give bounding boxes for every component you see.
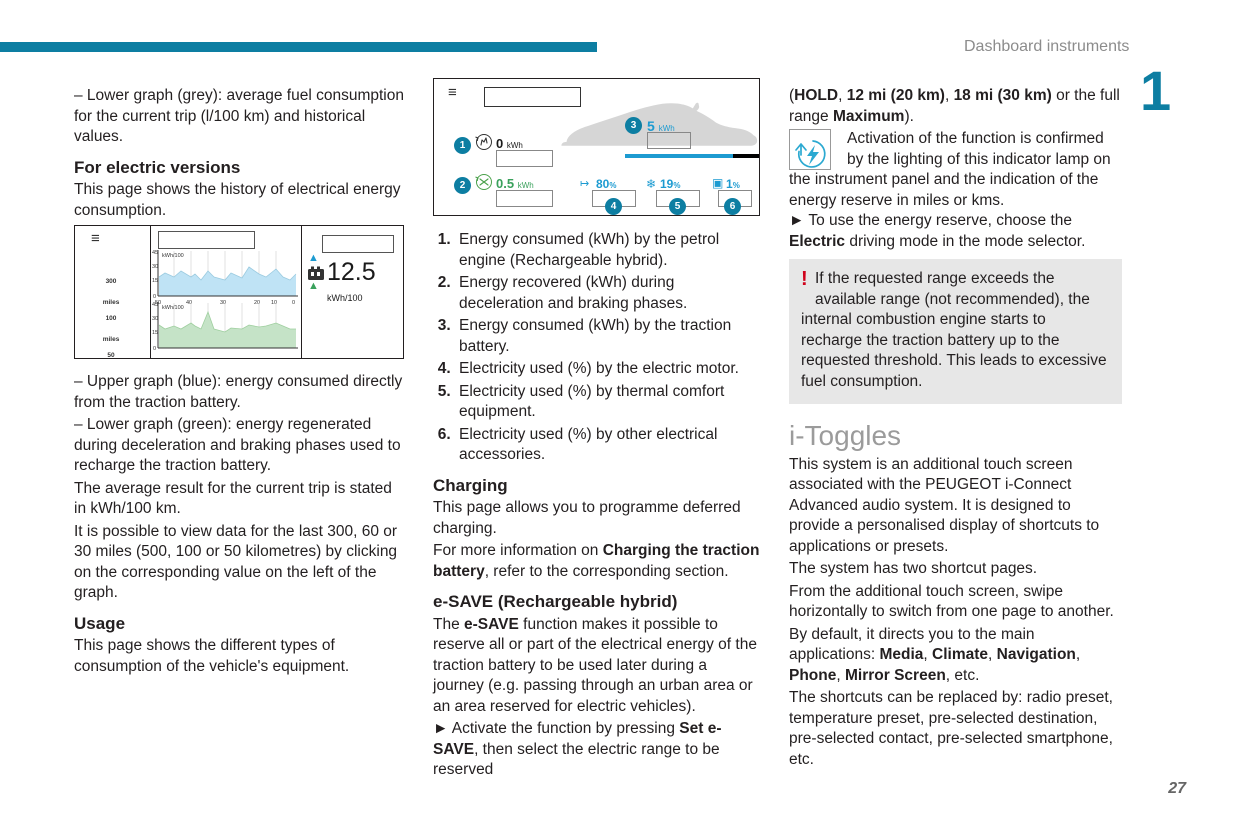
svg-text:kWh/100: kWh/100 [162, 305, 184, 311]
svg-text:45: 45 [152, 250, 158, 256]
svg-text:45: 45 [152, 302, 158, 308]
svg-text:30: 30 [152, 264, 158, 270]
svg-text:kWh/100: kWh/100 [162, 253, 184, 259]
svg-text:30: 30 [152, 316, 158, 322]
svg-text:15: 15 [152, 330, 158, 336]
svg-text:15: 15 [152, 278, 158, 284]
svg-text:0: 0 [153, 346, 156, 352]
